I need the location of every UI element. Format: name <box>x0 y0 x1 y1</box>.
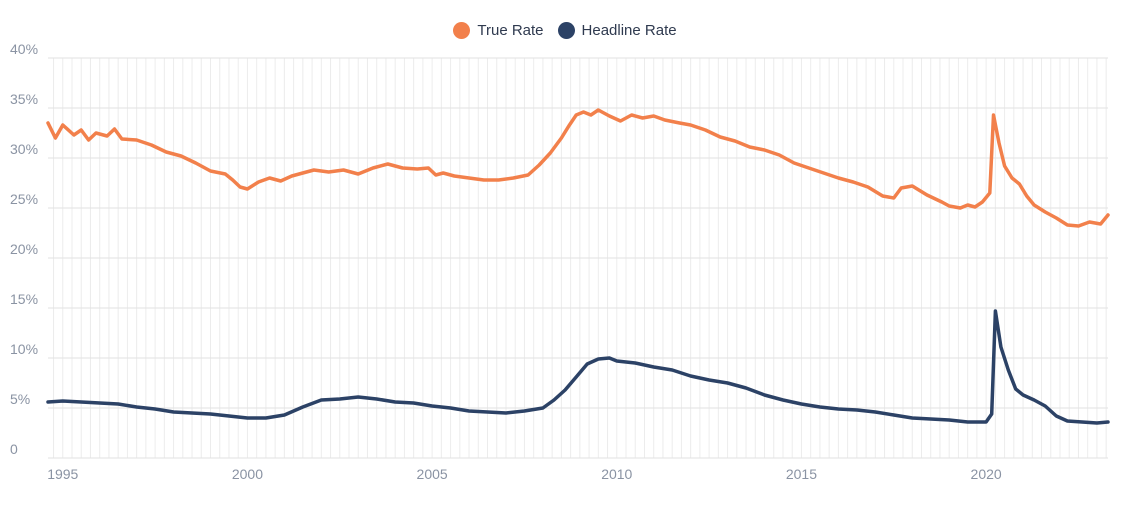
legend-item-headline-rate[interactable]: Headline Rate <box>557 22 677 39</box>
y-tick-label: 40% <box>10 41 38 57</box>
y-tick-label: 10% <box>10 341 38 357</box>
y-tick-label: 5% <box>10 391 30 407</box>
x-tick-label: 2020 <box>971 466 1002 482</box>
y-tick-label: 0 <box>10 441 18 457</box>
x-tick-label: 2015 <box>786 466 817 482</box>
series-line-true-rate <box>46 108 1110 228</box>
legend-item-true-rate[interactable]: True Rate <box>453 22 544 39</box>
true-rate-dot-icon <box>453 22 471 39</box>
chart-legend: True Rate Headline Rate <box>0 22 1130 39</box>
y-tick-label: 25% <box>10 191 38 207</box>
y-tick-label: 20% <box>10 241 38 257</box>
series-line-headline-rate <box>46 309 1110 425</box>
legend-label-true-rate: True Rate <box>477 22 544 39</box>
x-tick-label: 2010 <box>601 466 632 482</box>
x-tick-label: 2000 <box>232 466 263 482</box>
y-tick-label: 30% <box>10 141 38 157</box>
x-tick-label: 1995 <box>47 466 78 482</box>
x-tick-label: 2005 <box>417 466 448 482</box>
headline-rate-dot-icon <box>557 22 575 39</box>
legend-label-headline-rate: Headline Rate <box>581 22 677 39</box>
y-tick-label: 15% <box>10 291 38 307</box>
y-tick-label: 35% <box>10 91 38 107</box>
